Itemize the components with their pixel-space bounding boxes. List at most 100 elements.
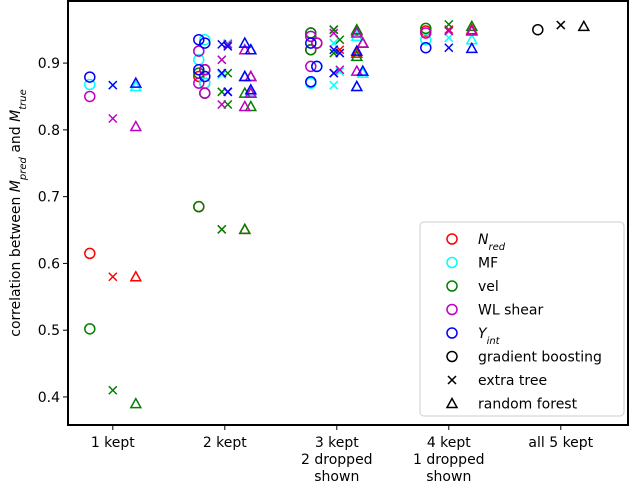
- legend-label: WL shear: [478, 303, 543, 319]
- point: [199, 37, 211, 49]
- point: [238, 99, 252, 112]
- legend-name: N: [478, 232, 489, 248]
- legend-name: vel: [478, 279, 499, 295]
- point: [84, 78, 96, 91]
- plot-frame: [67, 0, 629, 426]
- point: [329, 38, 339, 48]
- legend-marker: [446, 350, 458, 363]
- legend-marker: [446, 327, 458, 339]
- point: [129, 397, 143, 409]
- y-label-part: pred: [18, 156, 29, 181]
- point: [193, 77, 205, 89]
- point: [84, 90, 96, 103]
- legend-marker: [446, 280, 458, 292]
- point: [108, 80, 118, 90]
- point: [420, 22, 432, 35]
- x-tick-label: 1 dropped: [413, 452, 485, 468]
- point: [108, 272, 118, 282]
- point: [238, 69, 252, 82]
- point: [217, 68, 227, 78]
- point: [199, 87, 211, 99]
- x-tick-label: all 5 kept: [528, 435, 593, 451]
- y-tick-label: 0.8: [38, 123, 60, 139]
- point: [238, 36, 252, 48]
- point: [444, 26, 454, 36]
- point: [108, 113, 118, 124]
- point: [199, 64, 211, 76]
- legend-name: WL shear: [478, 303, 543, 319]
- point: [129, 79, 143, 92]
- x-tick-label: 2 dropped: [301, 452, 373, 468]
- x-tick-label: shown: [426, 469, 471, 485]
- point: [244, 69, 258, 82]
- point: [532, 23, 544, 36]
- legend-label: Yint: [478, 326, 501, 347]
- point: [465, 24, 479, 36]
- y-tick-label: 0.6: [38, 256, 60, 272]
- point: [217, 99, 227, 110]
- point: [129, 270, 143, 282]
- point: [420, 27, 432, 39]
- point: [244, 99, 258, 112]
- legend-name: Y: [478, 326, 488, 342]
- point: [465, 19, 479, 32]
- y-label-part: M: [8, 180, 24, 192]
- point: [129, 76, 143, 88]
- point: [129, 119, 143, 132]
- y-tick-label: 0.9: [38, 56, 60, 72]
- point: [244, 86, 258, 98]
- point: [329, 28, 339, 38]
- legend-marker: [445, 396, 459, 409]
- y-axis-label: correlation between Mpred and Mtrue: [8, 89, 29, 337]
- point: [350, 49, 364, 62]
- point: [305, 60, 317, 73]
- point: [350, 23, 364, 35]
- legend-sub: int: [487, 336, 501, 347]
- point: [193, 64, 205, 76]
- point: [577, 19, 591, 32]
- point: [305, 76, 317, 88]
- point: [335, 48, 345, 58]
- point: [223, 87, 233, 97]
- y-tick-label: 0.7: [38, 190, 60, 206]
- legend-marker: [446, 233, 458, 245]
- legend-label: MF: [478, 256, 498, 272]
- point: [329, 25, 339, 35]
- legend-marker: [446, 303, 458, 316]
- point: [193, 70, 205, 83]
- point: [193, 45, 205, 57]
- point: [350, 64, 364, 76]
- legend: Nred MF vel WL shear Yint gradient boosting ex…: [419, 221, 625, 417]
- point: [244, 43, 258, 55]
- legend-box: [419, 221, 625, 417]
- y-label-part: M: [8, 110, 24, 122]
- point: [311, 60, 323, 73]
- point: [238, 222, 252, 235]
- point: [350, 79, 364, 92]
- point: [356, 64, 370, 76]
- legend-label: random forest: [478, 397, 578, 413]
- legend-label: vel: [478, 279, 499, 295]
- point: [84, 323, 96, 335]
- y-label-part: and: [8, 122, 24, 157]
- y-label-part: true: [18, 89, 29, 110]
- point: [465, 41, 479, 54]
- point: [444, 33, 454, 43]
- x-tick-label: 3 kept: [315, 435, 359, 451]
- point: [244, 83, 258, 95]
- point: [356, 36, 370, 48]
- legend-label: extra tree: [478, 373, 547, 389]
- point: [193, 33, 205, 46]
- x-tick-label: 2 kept: [203, 435, 247, 451]
- y-tick-label: 0.5: [38, 323, 60, 339]
- x-tick-label: 4 kept: [427, 435, 471, 451]
- point: [329, 45, 339, 55]
- y-tick-label: 0.4: [38, 390, 60, 406]
- point: [350, 46, 364, 58]
- legend-marker: [447, 375, 457, 385]
- point: [444, 43, 454, 53]
- point: [305, 30, 317, 43]
- point: [217, 39, 227, 49]
- point: [305, 37, 317, 49]
